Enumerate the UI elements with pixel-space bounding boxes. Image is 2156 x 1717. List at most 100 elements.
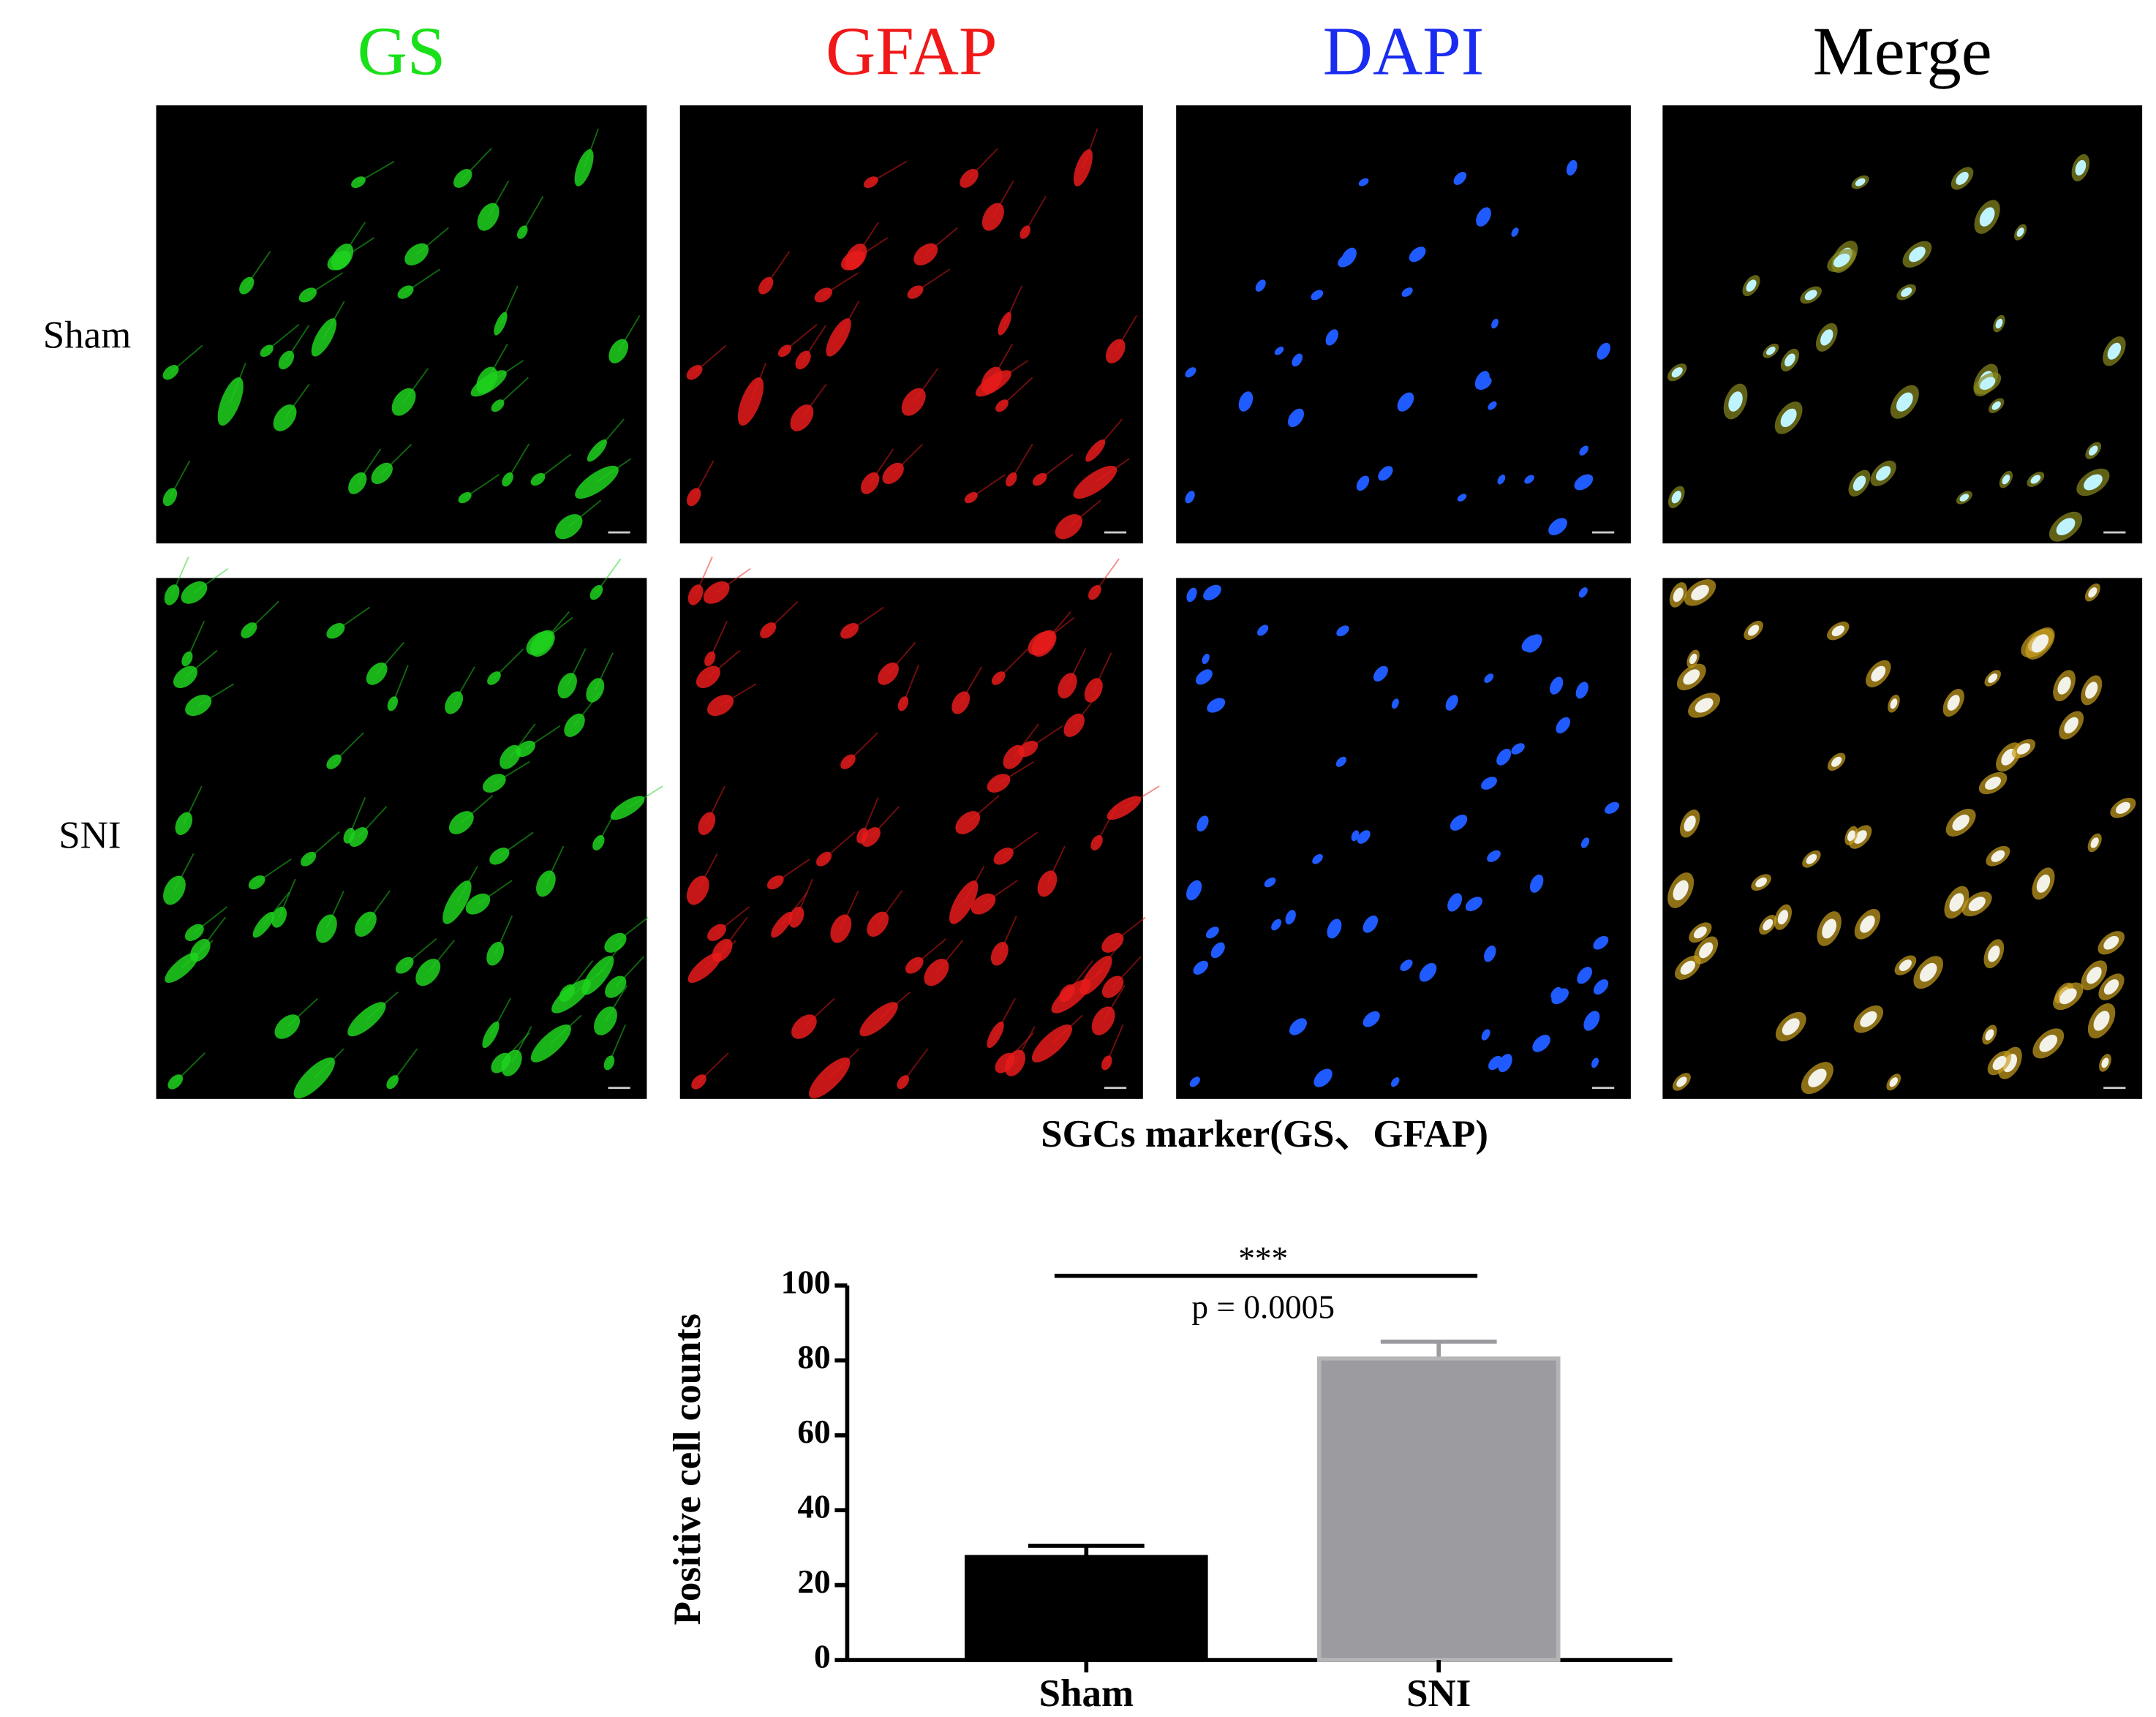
nucleus [2088,445,2098,456]
nucleus [1193,960,1208,975]
cell-body [371,462,393,484]
nucleus [1327,918,1342,939]
cell-body [882,462,904,484]
cell-body [326,623,345,639]
nucleus [1852,475,1866,491]
nucleus [1671,367,1683,378]
nucleus [1325,329,1338,346]
nucleus [1871,665,1886,682]
cell-body [816,851,832,867]
cell-body [990,941,1009,966]
nucleus [1401,287,1413,297]
micrograph [1176,105,1631,544]
nucleus [1901,287,1912,297]
column-header: GS [358,14,446,90]
cell-body [981,203,1004,231]
cell-body [184,924,204,941]
nucleus [1362,1011,1380,1027]
cell-body [555,514,583,540]
nucleus [1593,935,1609,950]
nucleus [1985,1029,1994,1041]
nucleus [1876,466,1891,481]
nucleus [1484,945,1496,962]
cell-body [175,812,193,835]
nucleus [1748,624,1760,636]
cell-body [707,694,734,717]
nucleus [1285,910,1296,925]
cell-body [1088,585,1101,600]
cell-body [587,439,607,462]
nucleus [1356,475,1370,491]
cell-body [278,350,295,370]
nucleus [1591,1057,1599,1068]
nucleus [1593,979,1609,995]
cell-body [366,662,388,685]
nucleus [2088,587,2097,598]
nucleus [1556,717,1571,733]
cell-body [1101,976,1124,998]
cell-body [530,472,546,486]
cell-body [163,875,186,905]
cell-body [707,924,726,941]
nucleus [1264,878,1276,888]
cell-body [453,169,472,188]
nucleus [2031,634,2049,653]
caption: SGCs marker(GS、GFAP) [1041,1113,1488,1155]
nucleus [1465,897,1483,912]
cell-body [181,651,193,667]
nucleus [1484,673,1494,683]
cell-body [415,959,441,986]
nucleus [1777,910,1789,925]
cell-body [311,318,337,357]
nucleus [1524,475,1534,484]
cell-body [1085,439,1106,462]
nucleus [2039,1035,2058,1052]
cell-body [1018,740,1039,758]
cell-body [987,774,1011,793]
cell-body [273,404,297,431]
cell-body [500,744,521,769]
nucleus [1728,391,1743,412]
nucleus [1992,1055,2007,1071]
cell-body [987,1021,1004,1049]
nucleus [1695,698,1714,713]
nucleus [1481,777,1497,790]
nucleus [1400,959,1413,971]
nucleus [1397,392,1414,412]
cell-body [907,285,924,299]
nucleus [1196,815,1209,832]
cell-body [391,388,416,416]
cell-body [564,713,585,737]
nucleus [1378,466,1393,481]
nucleus [2016,743,2031,755]
y-tick-label: 80 [797,1339,830,1376]
nucleus [2093,1011,2110,1031]
nucleus [1491,318,1499,329]
cell-body [395,956,414,974]
nucleus [1979,207,1995,227]
nucleus [1991,401,2001,410]
nucleus [1292,353,1303,367]
y-tick-label: 100 [781,1264,831,1300]
nucleus [1806,853,1817,864]
nucleus [1899,959,1912,971]
cell-body [760,622,777,638]
nucleus [1988,673,1998,683]
nucleus [1189,1076,1200,1087]
cell-body [687,952,722,984]
nucleus [1210,942,1225,959]
micrograph [1662,105,2143,544]
nucleus [1358,178,1369,186]
cell-body [185,694,212,717]
cell-body [603,1055,615,1071]
nucleus [1238,391,1254,412]
nucleus [1691,584,1709,600]
nucleus [2059,988,2077,1005]
nucleus [1784,353,1795,367]
cell-body [795,350,811,370]
cell-body [355,911,377,937]
cell-body [164,584,180,605]
nucleus [1511,227,1519,237]
nucleus [2103,935,2119,950]
